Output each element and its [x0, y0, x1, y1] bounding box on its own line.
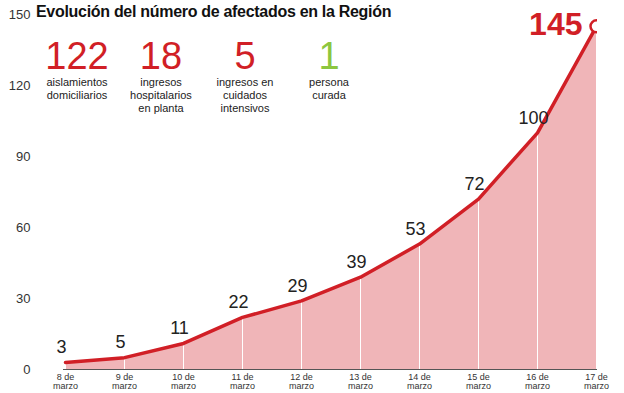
- html-text:122: 122: [45, 35, 109, 77]
- html-text:persona curada: persona curada: [309, 76, 349, 101]
- svg-text:13 demarzo: 13 demarzo: [348, 372, 373, 391]
- html-text:1: 1: [318, 35, 340, 77]
- svg-text:90: 90: [16, 149, 30, 164]
- html-text:18: 18: [139, 35, 183, 77]
- svg-text:11 demarzo: 11 demarzo: [230, 372, 255, 391]
- svg-text:53: 53: [405, 219, 425, 239]
- svg-text:0: 0: [23, 362, 30, 377]
- svg-text:60: 60: [16, 220, 30, 235]
- html-text:ingresos hospitalarios en plan: ingresos hospitalarios en planta: [130, 76, 192, 114]
- svg-text:12 demarzo: 12 demarzo: [289, 372, 314, 391]
- svg-text:39: 39: [346, 252, 366, 272]
- svg-text:15 demarzo: 15 demarzo: [466, 372, 491, 391]
- svg-text:145: 145: [529, 6, 582, 42]
- svg-text:30: 30: [16, 291, 30, 306]
- svg-text:5: 5: [115, 332, 125, 352]
- svg-text:150: 150: [9, 7, 31, 22]
- svg-text:10 demarzo: 10 demarzo: [171, 372, 196, 391]
- svg-text:120: 120: [9, 78, 31, 93]
- svg-text:72: 72: [464, 174, 484, 194]
- svg-text:29: 29: [287, 276, 307, 296]
- svg-text:9 demarzo: 9 demarzo: [112, 372, 137, 391]
- svg-text:22: 22: [228, 292, 248, 312]
- html-text:5: 5: [234, 35, 256, 77]
- svg-text:3: 3: [56, 337, 66, 357]
- svg-text:14 demarzo: 14 demarzo: [407, 372, 432, 391]
- html-text:ingresos en cuidados intensivo: ingresos en cuidados intensivos: [216, 76, 274, 114]
- html-text:Evolución del número de afecta: Evolución del número de afectados en la …: [36, 3, 392, 20]
- svg-text:11: 11: [170, 318, 189, 338]
- svg-text:8 demarzo: 8 demarzo: [53, 372, 78, 391]
- html-text:aislamientos domiciliarios: aislamientos domiciliarios: [46, 76, 108, 101]
- svg-text:17 demarzo: 17 demarzo: [584, 372, 609, 391]
- svg-text:16 demarzo: 16 demarzo: [525, 372, 550, 391]
- svg-text:100: 100: [518, 108, 548, 128]
